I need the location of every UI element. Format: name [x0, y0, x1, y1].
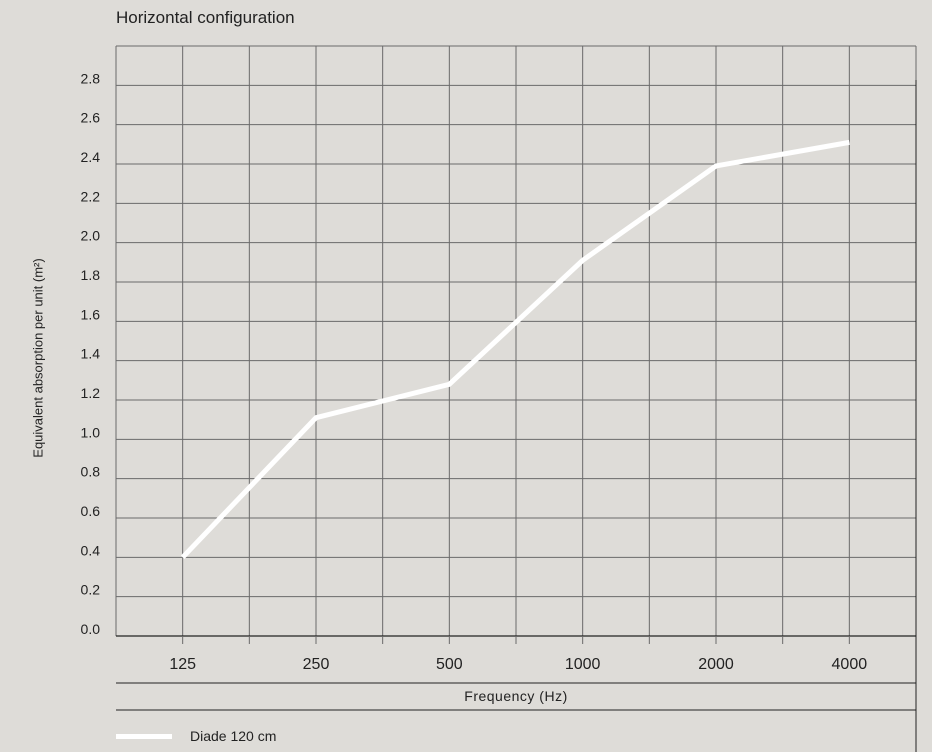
- y-tick-label: 1.6: [81, 306, 101, 322]
- y-tick-label: 0.4: [81, 542, 101, 558]
- x-tick-label: 4000: [832, 656, 868, 673]
- x-tick-label: 125: [169, 656, 196, 673]
- y-tick-label: 0.6: [81, 503, 101, 519]
- y-tick-label: 2.6: [81, 110, 101, 126]
- x-axis-label: Frequency (Hz): [464, 688, 568, 704]
- y-tick-label: 0.2: [81, 582, 101, 598]
- series-line: [180, 139, 850, 560]
- y-tick-label: 1.4: [81, 346, 101, 362]
- x-tick-label: 500: [436, 656, 463, 673]
- y-tick-label: 0.8: [81, 464, 101, 480]
- y-tick-label: 1.8: [81, 267, 101, 283]
- legend: Diade 120 cm: [116, 724, 276, 748]
- y-tick-label: 1.0: [81, 424, 101, 440]
- y-tick-label: 2.0: [81, 228, 101, 244]
- x-tick-label: 1000: [565, 656, 601, 673]
- x-tick-label: 2000: [698, 656, 734, 673]
- y-tick-label: 0.0: [81, 621, 101, 637]
- y-tick-label: 1.2: [81, 385, 101, 401]
- legend-label: Diade 120 cm: [190, 728, 277, 744]
- legend-swatch: [116, 733, 172, 739]
- y-tick-label: 2.8: [81, 70, 101, 86]
- x-tick-label: 250: [303, 656, 330, 673]
- y-tick-label: 2.2: [81, 188, 101, 204]
- chart-title: Horizontal configuration: [116, 8, 295, 27]
- y-tick-label: 2.4: [81, 149, 101, 165]
